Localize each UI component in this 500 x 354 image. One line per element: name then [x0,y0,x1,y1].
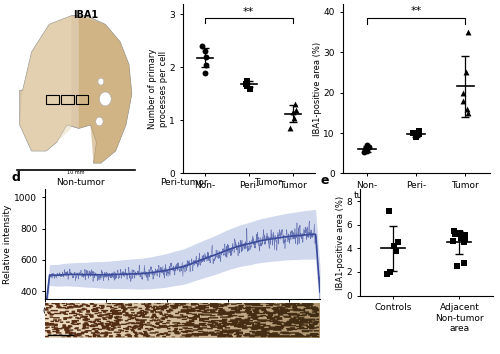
Text: **: ** [243,7,254,17]
Point [460,233,468,238]
Point [450,228,458,234]
Point [242,81,250,87]
Point [392,248,400,253]
Point [460,240,468,245]
Point [200,48,208,54]
Point [459,98,467,103]
Point [243,80,251,86]
Y-axis label: IBA1-positive area (%): IBA1-positive area (%) [336,195,345,290]
Point [202,54,210,59]
Point [412,134,420,140]
Point [363,148,371,154]
Y-axis label: IBA1-positive area (%): IBA1-positive area (%) [313,41,322,136]
Text: Non-tumor: Non-tumor [56,178,104,187]
Point [385,208,393,213]
Text: a: a [5,0,14,2]
Circle shape [100,92,111,106]
Point [384,272,392,277]
Point [453,263,461,269]
Text: IBA1: IBA1 [74,11,98,21]
Point [451,232,459,237]
Point [414,131,422,137]
Bar [61,95,74,104]
Bar [46,95,59,104]
Y-axis label: Number of primary
processes per cell: Number of primary processes per cell [148,48,168,129]
Point [362,142,370,148]
Point [246,86,254,91]
Point [456,235,464,241]
Point [461,236,469,242]
Point [458,90,466,95]
Point [390,243,398,249]
Circle shape [98,78,104,85]
Text: 10 mm: 10 mm [67,170,84,175]
Point [460,260,468,266]
Text: d: d [12,171,21,184]
Text: Tumor: Tumor [254,178,282,187]
Y-axis label: Relative intensity: Relative intensity [2,205,12,284]
Point [291,102,299,107]
Circle shape [96,117,103,126]
Point [394,240,402,245]
Point [198,43,205,49]
Point [456,230,464,236]
Point [242,78,250,84]
Point [202,70,209,75]
Point [361,146,369,152]
Polygon shape [79,16,132,163]
Point [463,106,471,112]
Point [290,115,298,120]
Bar [76,95,88,104]
Point [360,150,368,155]
Point [412,132,420,138]
Point [243,83,251,89]
Point [409,130,417,136]
Point [450,239,458,244]
Point [464,29,472,35]
Polygon shape [20,16,132,163]
Point [202,62,210,68]
Polygon shape [20,16,72,151]
Point [462,69,470,75]
X-axis label: Distance (μm): Distance (μm) [150,321,214,330]
Text: e: e [320,174,329,187]
Text: **: ** [410,6,422,17]
Point [289,110,297,115]
Point [464,110,472,116]
Point [286,126,294,131]
Point [292,107,300,113]
Point [416,128,424,134]
Text: Peri-tumor: Peri-tumor [160,178,208,187]
Point [364,144,372,150]
Point [386,269,394,275]
